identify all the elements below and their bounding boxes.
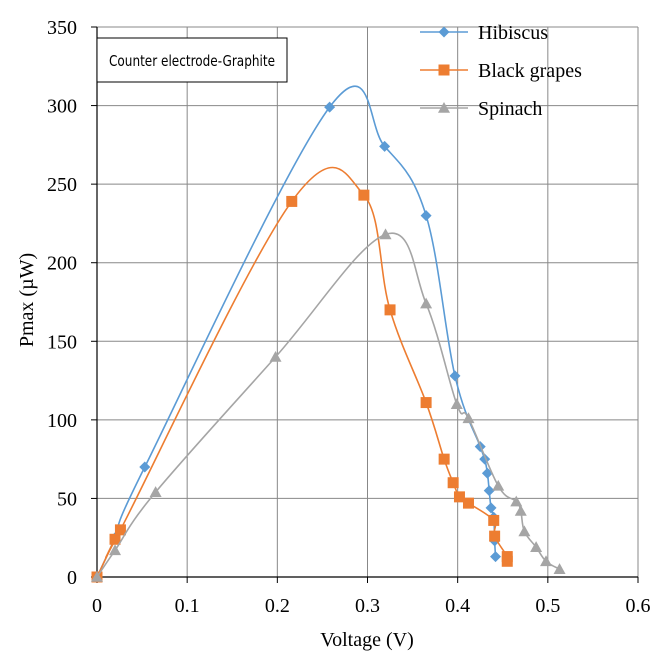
data-point-black-grapes xyxy=(447,477,459,489)
data-point-black-grapes xyxy=(438,453,450,465)
data-point-spinach xyxy=(514,505,527,516)
annotation-text: Counter electrode-Graphite xyxy=(109,52,275,70)
legend-entry-hibiscus: Hibiscus xyxy=(420,22,548,44)
data-point-hibiscus xyxy=(379,140,391,152)
series-hibiscus xyxy=(91,85,502,583)
data-point-hibiscus xyxy=(449,370,461,382)
legend-label: Black grapes xyxy=(478,60,582,82)
legend-label: Spinach xyxy=(478,98,542,120)
data-point-spinach xyxy=(518,525,531,537)
data-point-hibiscus xyxy=(490,551,502,563)
series-black-grapes xyxy=(91,166,513,583)
data-point-spinach xyxy=(109,544,122,556)
data-point-spinach xyxy=(540,555,553,567)
data-point-spinach xyxy=(379,228,392,240)
legend-marker-spinach xyxy=(438,102,450,113)
series-spinach xyxy=(91,228,566,582)
data-point-spinach xyxy=(530,541,543,552)
x-tick-label: 0.4 xyxy=(445,595,470,617)
data-point-black-grapes xyxy=(286,195,298,207)
data-point-hibiscus xyxy=(485,502,497,514)
data-point-black-grapes xyxy=(489,530,501,542)
y-tick-label: 350 xyxy=(47,17,77,39)
data-point-spinach xyxy=(91,571,103,582)
x-tick-label: 0.1 xyxy=(175,595,200,617)
x-tick-label: 0.5 xyxy=(535,595,560,617)
legend-entry-black-grapes: Black grapes xyxy=(420,60,582,82)
legend-entry-spinach: Spinach xyxy=(420,98,542,120)
data-point-hibiscus xyxy=(324,101,336,113)
y-tick-label: 0 xyxy=(67,567,77,589)
data-point-spinach xyxy=(553,563,566,574)
legend: Hibiscus Black grapes Spinach xyxy=(420,22,582,120)
data-point-spinach xyxy=(462,412,475,424)
x-tick-label: 0.2 xyxy=(265,595,290,617)
y-tick-label: 50 xyxy=(57,488,77,510)
y-axis-label: Pmax (µW) xyxy=(16,253,38,347)
x-tick-label: 0.3 xyxy=(355,595,380,617)
legend-label: Hibiscus xyxy=(478,22,548,44)
data-point-black-grapes xyxy=(358,189,370,201)
x-tick-label: 0.6 xyxy=(626,595,651,617)
data-point-spinach xyxy=(510,495,523,507)
data-point-spinach xyxy=(149,486,162,497)
series-layer xyxy=(91,85,566,583)
data-point-spinach xyxy=(450,398,463,409)
annotation-box: Counter electrode-Graphite xyxy=(96,37,288,83)
data-point-spinach xyxy=(492,479,505,491)
data-point-black-grapes xyxy=(488,514,500,526)
data-point-hibiscus xyxy=(483,485,495,497)
data-point-black-grapes xyxy=(501,555,513,567)
data-point-black-grapes xyxy=(462,497,474,509)
y-tick-label: 150 xyxy=(47,331,77,353)
x-tick-label: 0 xyxy=(92,595,102,617)
grid xyxy=(97,26,639,577)
data-point-black-grapes xyxy=(114,524,126,536)
y-tick-label: 100 xyxy=(47,410,77,432)
x-axis-label: Voltage (V) xyxy=(320,629,414,651)
axes: 0 0.1 0.2 0.3 0.4 0.5 0.6 0 50 100 150 200 250 300 350 xyxy=(47,17,651,617)
y-tick-label: 300 xyxy=(47,96,77,118)
data-point-spinach xyxy=(420,297,433,309)
data-point-black-grapes xyxy=(384,304,396,316)
data-point-black-grapes xyxy=(453,491,465,503)
legend-marker-black-grapes xyxy=(438,64,450,76)
data-point-hibiscus xyxy=(139,461,151,473)
y-tick-label: 250 xyxy=(47,174,77,196)
data-point-black-grapes xyxy=(420,397,432,409)
y-tick-label: 200 xyxy=(47,253,77,275)
data-point-hibiscus xyxy=(420,210,432,222)
data-point-spinach xyxy=(269,351,282,362)
data-point-black-grapes xyxy=(109,533,121,545)
legend-marker-hibiscus xyxy=(438,26,450,38)
